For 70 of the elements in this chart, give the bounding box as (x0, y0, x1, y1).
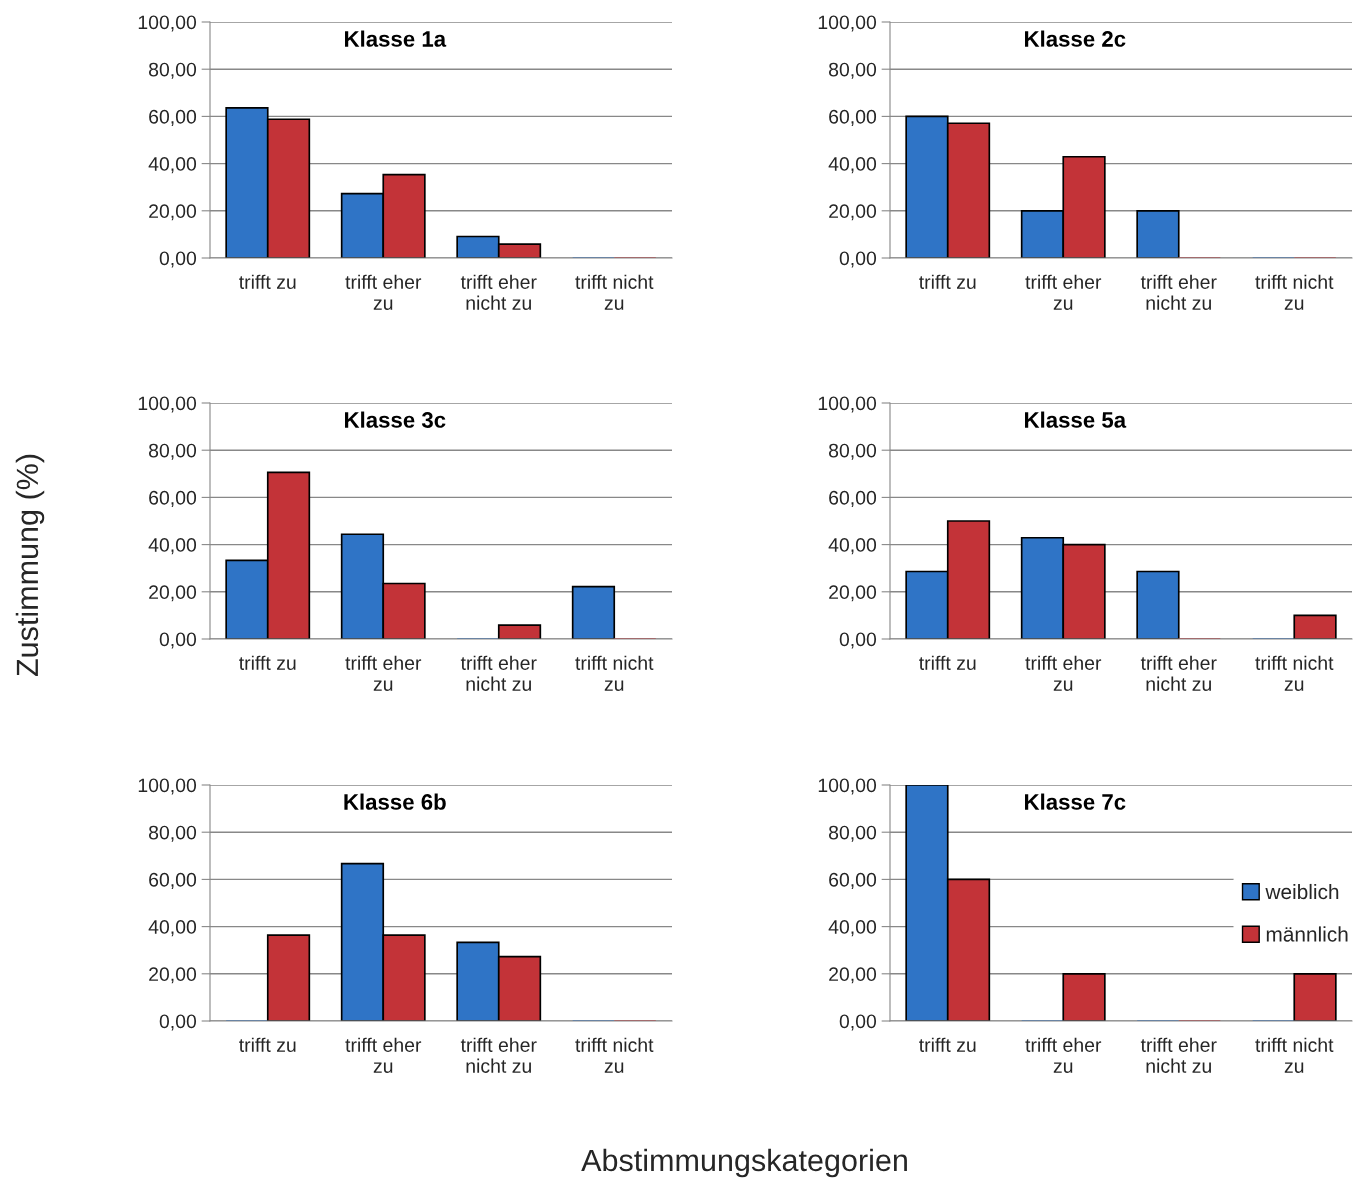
x-tick-label: trifft zu (239, 1037, 296, 1052)
x-tick-label: trifft nicht zu (575, 274, 654, 310)
x-tick-label: trifft eher zu (1025, 1037, 1102, 1073)
x-tick-label: trifft zu (239, 274, 296, 289)
y-tick-label: 60,00 (829, 109, 877, 126)
x-tick-label: trifft eher zu (1025, 655, 1102, 691)
legend-label: männlich (1266, 926, 1348, 942)
x-tick-label: trifft nicht zu (575, 655, 654, 691)
y-tick-label: 0,00 (159, 632, 197, 649)
y-tick-label: 80,00 (829, 825, 877, 842)
chart-title: Klasse 1a (345, 30, 447, 47)
y-tick-label: 20,00 (829, 585, 877, 602)
x-tick-label: trifft eher zu (345, 655, 422, 691)
y-tick-label: 80,00 (149, 62, 197, 79)
x-tick-label: trifft zu (919, 1037, 976, 1052)
y-tick-label: 40,00 (828, 920, 877, 937)
x-tick-label: trifft eher zu (1025, 274, 1102, 310)
x-axis-title: Abstimmungskategorien (581, 1148, 907, 1178)
y-tick-label: 100,00 (818, 778, 877, 795)
x-tick-label: trifft eher zu (345, 1037, 422, 1073)
y-tick-label: 0,00 (159, 251, 197, 268)
y-tick-label: 80,00 (149, 825, 197, 842)
x-tick-label: trifft nicht zu (1255, 655, 1334, 691)
x-tick-label: trifft nicht zu (1255, 274, 1334, 310)
x-tick-label: trifft zu (919, 655, 976, 670)
y-tick-label: 0,00 (839, 632, 877, 649)
x-tick-label: trifft eher nicht zu (1140, 274, 1217, 310)
x-tick-label: trifft nicht zu (575, 1037, 654, 1073)
y-tick-label: 20,00 (149, 204, 197, 221)
y-tick-label: 60,00 (829, 490, 877, 507)
chart-title: Klasse 3c (345, 411, 446, 428)
y-tick-label: 100,00 (818, 15, 877, 32)
y-tick-label: 0,00 (839, 251, 877, 268)
y-tick-label: 40,00 (828, 157, 877, 174)
x-tick-label: trifft eher nicht zu (1140, 655, 1217, 691)
x-tick-label: trifft zu (239, 655, 296, 670)
y-tick-label: 20,00 (149, 967, 197, 984)
y-tick-label: 80,00 (149, 443, 197, 460)
chart-title: Klasse 6b (344, 793, 446, 810)
y-tick-label: 100,00 (818, 396, 877, 413)
y-tick-label: 60,00 (149, 872, 197, 889)
y-tick-label: 60,00 (829, 872, 877, 889)
y-tick-label: 60,00 (149, 490, 197, 507)
y-tick-label: 0,00 (159, 1014, 197, 1031)
y-tick-label: 100,00 (138, 396, 197, 413)
legend-label: weiblich (1265, 883, 1339, 900)
x-tick-label: trifft eher nicht zu (460, 1037, 537, 1073)
chart-title: Klasse 2c (1025, 30, 1126, 47)
y-tick-label: 80,00 (829, 62, 877, 79)
x-tick-label: trifft eher nicht zu (460, 655, 537, 691)
x-tick-label: trifft zu (919, 274, 976, 289)
y-tick-label: 0,00 (839, 1014, 877, 1031)
y-tick-label: 40,00 (828, 538, 877, 555)
chart-title: Klasse 5a (1025, 411, 1127, 428)
y-tick-label: 40,00 (148, 157, 197, 174)
y-tick-label: 20,00 (149, 585, 197, 602)
x-tick-label: trifft eher nicht zu (460, 274, 537, 310)
y-tick-label: 100,00 (138, 778, 197, 795)
y-tick-label: 40,00 (148, 920, 197, 937)
y-axis-title: Zustimmung (%) (15, 454, 45, 677)
y-tick-label: 80,00 (829, 443, 877, 460)
y-tick-label: 20,00 (829, 967, 877, 984)
y-tick-label: 60,00 (149, 109, 197, 126)
x-tick-label: trifft eher zu (345, 274, 422, 310)
y-tick-label: 40,00 (148, 538, 197, 555)
y-tick-label: 20,00 (829, 204, 877, 221)
x-tick-label: trifft eher nicht zu (1140, 1037, 1217, 1073)
chart-title: Klasse 7c (1025, 793, 1126, 810)
x-tick-label: trifft nicht zu (1255, 1037, 1334, 1073)
y-tick-label: 100,00 (138, 15, 197, 32)
